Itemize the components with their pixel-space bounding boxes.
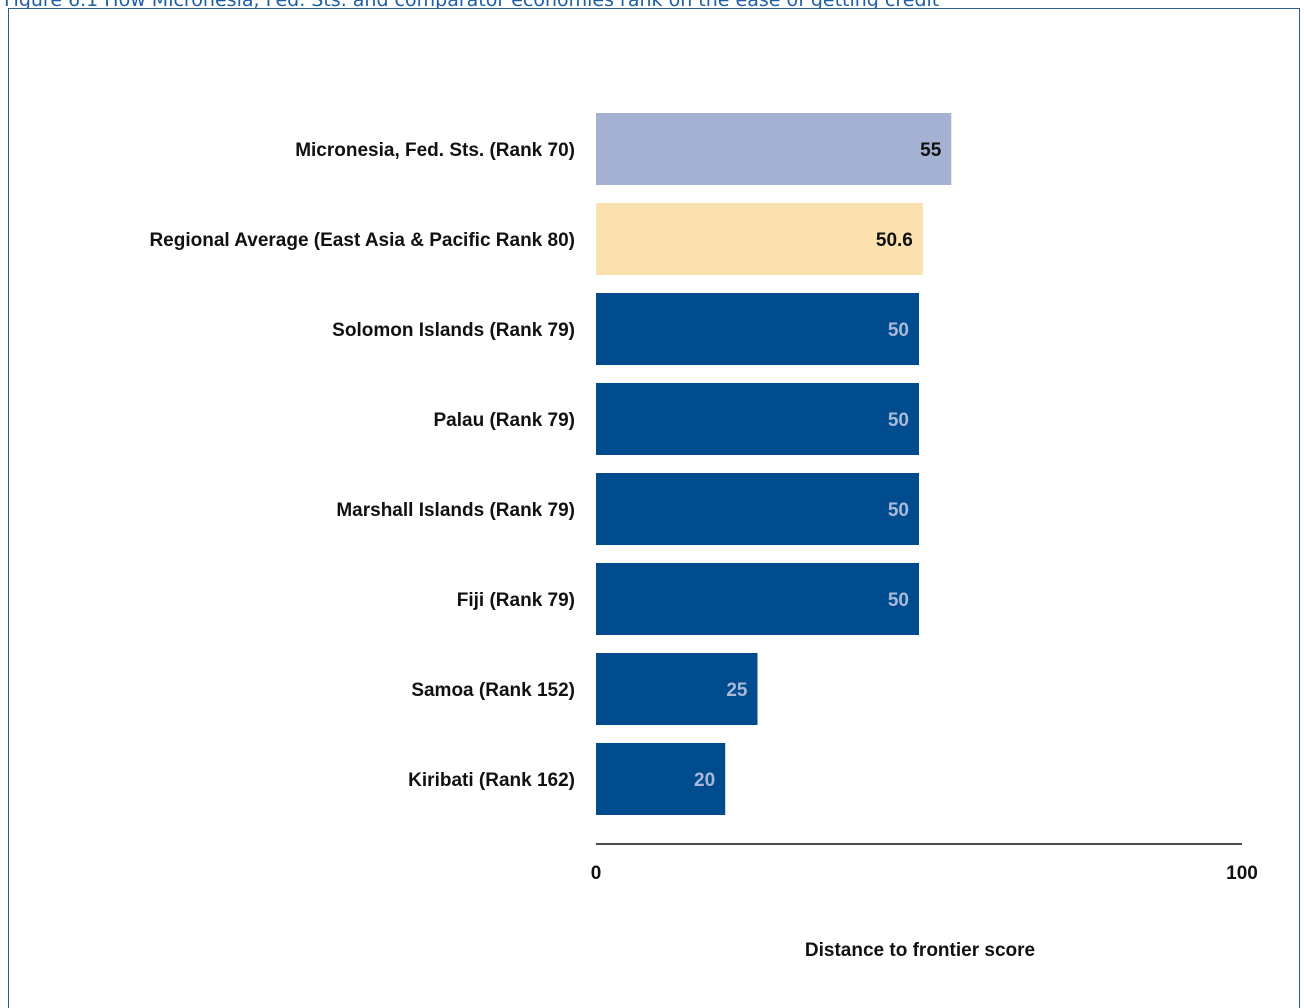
value-label: 50 bbox=[888, 590, 909, 611]
figure-title: Figure 6.1 How Micronesia, Fed. Sts. and… bbox=[4, 0, 940, 11]
chart-frame: Micronesia, Fed. Sts. (Rank 70) 55 Regiona… bbox=[8, 8, 1300, 1008]
bar-0 bbox=[596, 113, 952, 185]
x-tick-label: 0 bbox=[591, 863, 602, 884]
category-label: Palau (Rank 79) bbox=[434, 410, 576, 431]
bar-7 bbox=[596, 743, 726, 815]
value-label: 50 bbox=[888, 320, 909, 341]
value-label: 50 bbox=[888, 410, 909, 431]
category-label: Regional Average (East Asia & Pacific Ra… bbox=[149, 230, 575, 251]
bar-5 bbox=[596, 563, 919, 635]
value-label: 25 bbox=[726, 680, 748, 701]
bar-4 bbox=[596, 473, 919, 545]
x-tick-label: 100 bbox=[1226, 863, 1258, 884]
category-label: Solomon Islands (Rank 79) bbox=[332, 320, 575, 341]
value-label: 55 bbox=[920, 140, 942, 161]
value-label: 20 bbox=[694, 770, 715, 791]
x-axis-title: Distance to frontier score bbox=[805, 940, 1035, 961]
bar-2 bbox=[596, 293, 919, 365]
category-label: Marshall Islands (Rank 79) bbox=[336, 500, 575, 521]
value-label: 50.6 bbox=[876, 230, 913, 251]
category-label: Micronesia, Fed. Sts. (Rank 70) bbox=[295, 140, 575, 161]
bar-chart: Micronesia, Fed. Sts. (Rank 70) 55 Regiona… bbox=[149, 113, 1258, 961]
category-label: Samoa (Rank 152) bbox=[411, 680, 575, 701]
bar-6 bbox=[596, 653, 758, 725]
value-label: 50 bbox=[888, 500, 909, 521]
bar-3 bbox=[596, 383, 919, 455]
category-label: Fiji (Rank 79) bbox=[457, 590, 575, 611]
category-label: Kiribati (Rank 162) bbox=[408, 770, 575, 791]
bar-1 bbox=[596, 203, 923, 275]
